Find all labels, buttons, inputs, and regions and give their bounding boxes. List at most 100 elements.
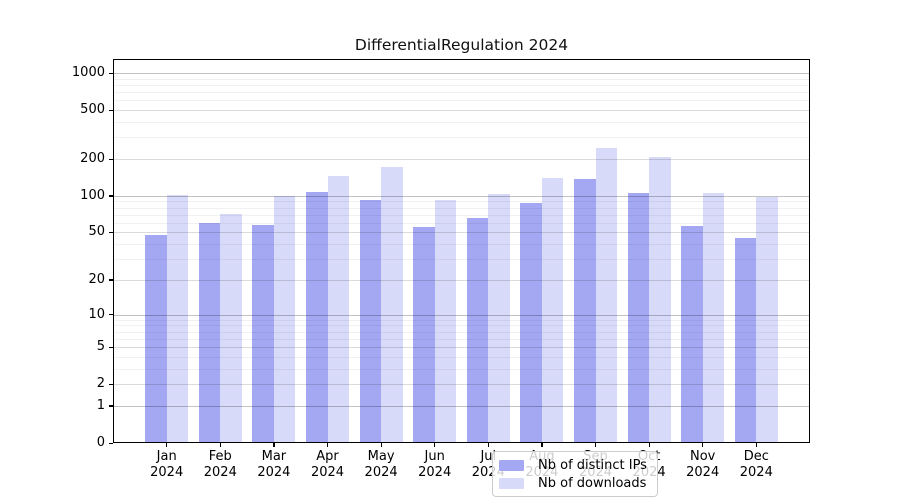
x-tick-label-feb: Feb 2024 (190, 449, 250, 480)
gridline-900 (113, 78, 810, 80)
downloads-legend-label: Nb of downloads (538, 475, 647, 491)
y-tick-label-1: 1 (96, 397, 105, 413)
y-tick-mark-2 (109, 383, 113, 385)
bar-distinct-ips-apr (306, 192, 328, 443)
bar-downloads-aug (541, 177, 564, 443)
gridline-80 (113, 207, 810, 209)
x-tick-mark-mar (273, 443, 275, 447)
x-tick-year-may: 2024 (364, 464, 398, 480)
bar-downloads-apr (327, 176, 349, 443)
y-tick-label-0: 0 (96, 435, 105, 450)
y-tick-label-500: 500 (80, 102, 105, 118)
downloads-swatch (499, 477, 524, 489)
y-tick-mark-20 (109, 279, 113, 281)
gridline-2 (113, 384, 810, 386)
gridline-600 (113, 100, 810, 102)
x-tick-year-jan: 2024 (150, 464, 184, 480)
y-tick-mark-50 (109, 231, 113, 234)
bar-distinct-ips-may (359, 200, 382, 443)
bar-downloads-oct (649, 156, 671, 443)
gridline-3 (113, 368, 810, 370)
gridline-5 (113, 347, 810, 349)
x-tick-mark-oct (648, 443, 650, 447)
y-tick-mark-10 (109, 314, 113, 316)
bar-distinct-ips-dec (734, 237, 757, 443)
x-tick-mark-apr (327, 443, 329, 447)
chart-title: DifferentialRegulation 2024 (354, 36, 569, 54)
x-tick-label-jan: Jan 2024 (137, 449, 197, 480)
gridline-90 (113, 201, 810, 203)
bar-downloads-dec (756, 197, 778, 443)
bar-distinct-ips-jun (413, 227, 435, 443)
bar-distinct-ips-mar (252, 224, 274, 443)
gridline-20 (113, 279, 810, 281)
gridline-70 (113, 214, 810, 216)
x-tick-label-mar: Mar 2024 (244, 449, 304, 480)
bar-downloads-sep (595, 147, 617, 443)
y-tick-label-200: 200 (80, 151, 105, 166)
y-tick-label-100: 100 (80, 187, 105, 203)
gridline-7 (113, 331, 810, 333)
x-tick-label-may: May 2024 (351, 449, 411, 480)
gridline-500 (113, 110, 810, 112)
y-tick-label-10: 10 (88, 306, 105, 322)
x-tick-label-jun: Jun 2024 (405, 449, 465, 480)
bar-downloads-nov (702, 193, 725, 443)
bar-downloads-jun (434, 200, 457, 443)
gridline-100 (113, 195, 810, 197)
gridline-40 (113, 244, 810, 246)
y-tick-mark-1000 (109, 72, 113, 74)
y-tick-label-5: 5 (96, 339, 105, 355)
bar-distinct-ips-jan (145, 234, 167, 443)
y-tick-mark-5 (109, 346, 113, 348)
gridline-8 (113, 325, 810, 327)
gridline-4 (113, 356, 810, 358)
x-tick-mark-nov (702, 443, 704, 447)
x-tick-year-apr: 2024 (310, 464, 345, 480)
x-tick-mark-aug (541, 443, 543, 447)
gridline-200 (113, 159, 810, 160)
x-tick-year-nov: 2024 (686, 464, 720, 480)
y-tick-mark-500 (109, 109, 113, 111)
x-tick-label-apr: Apr 2024 (298, 449, 358, 480)
gridline-6 (113, 338, 810, 340)
bar-distinct-ips-oct (627, 192, 650, 443)
plot-area: Nb of distinct IPs Nb of downloads (113, 59, 810, 497)
distinct-ips-swatch (499, 459, 524, 471)
x-tick-mark-dec (755, 443, 758, 447)
x-tick-mark-jan (166, 443, 168, 447)
x-tick-label-dec: Dec 2024 (726, 449, 786, 480)
gridline-50 (113, 232, 810, 234)
gridline-700 (113, 92, 810, 94)
gridline-30 (113, 259, 810, 261)
gridline-1000 (113, 73, 810, 75)
gridline-300 (113, 137, 810, 139)
bar-downloads-feb (220, 213, 242, 443)
x-tick-year-jun: 2024 (418, 464, 452, 480)
bar-distinct-ips-jul (466, 217, 489, 443)
legend-row-distinct-ips: Nb of distinct IPs (499, 458, 649, 473)
gridline-400 (113, 122, 810, 124)
y-tick-label-50: 50 (88, 224, 105, 240)
y-tick-label-20: 20 (88, 271, 105, 287)
y-tick-label-2: 2 (96, 376, 105, 392)
x-tick-year-dec: 2024 (739, 464, 773, 480)
gridline-10 (113, 314, 810, 316)
y-tick-mark-200 (109, 158, 113, 160)
x-tick-label-nov: Nov 2024 (673, 449, 733, 480)
bar-downloads-jan (166, 195, 189, 443)
gridline-60 (113, 222, 810, 224)
y-tick-mark-1 (109, 405, 113, 407)
x-tick-mark-feb (219, 443, 222, 447)
x-tick-year-feb: 2024 (203, 464, 237, 480)
x-tick-mark-may (380, 443, 382, 447)
x-tick-mark-jun (434, 443, 436, 447)
bar-distinct-ips-sep (574, 178, 596, 443)
bar-downloads-may (381, 166, 403, 443)
gridline-9 (113, 319, 810, 321)
x-tick-mark-jul (487, 443, 490, 447)
bar-distinct-ips-nov (681, 225, 703, 443)
y-tick-label-1000: 1000 (71, 65, 105, 81)
bar-distinct-ips-feb (198, 222, 221, 443)
